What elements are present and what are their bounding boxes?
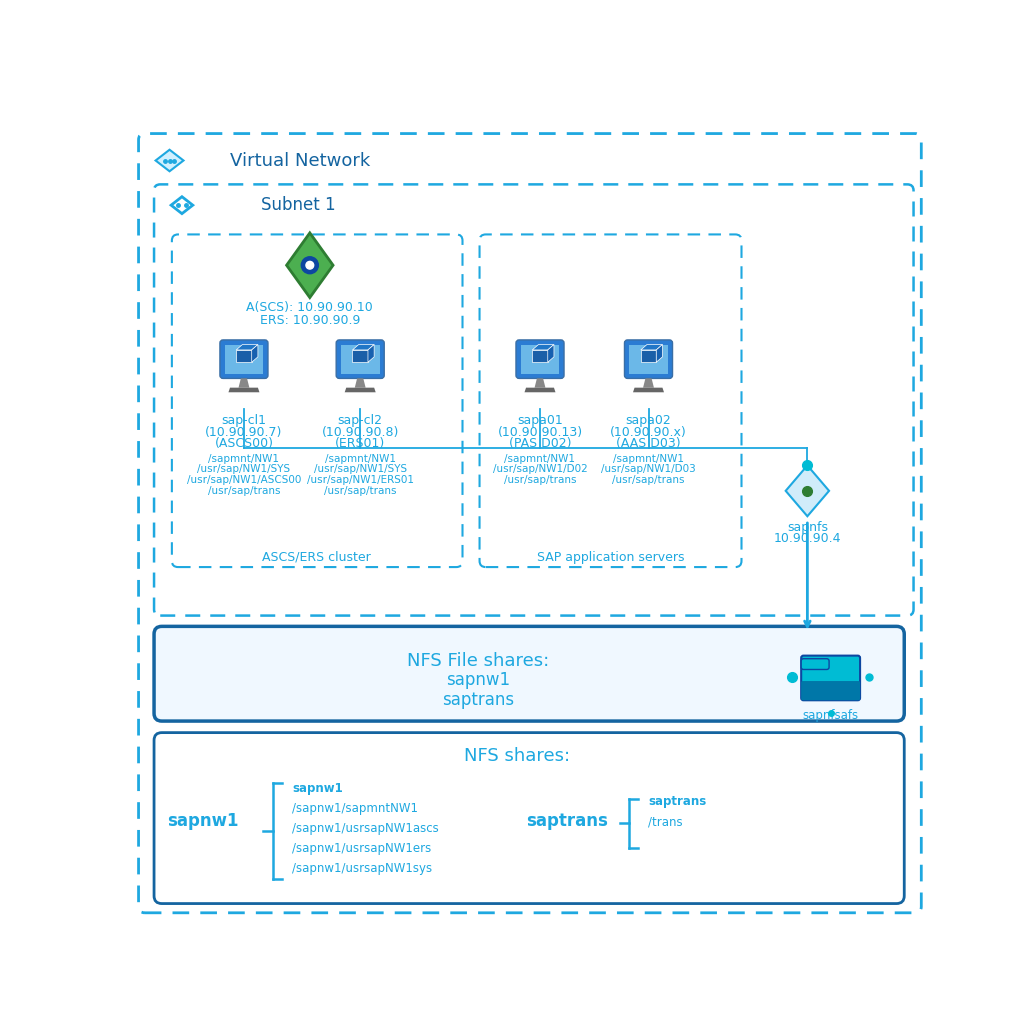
Polygon shape [353,345,374,350]
Text: Virtual Network: Virtual Network [230,151,370,170]
Text: sapnfsafs: sapnfsafs [802,710,858,722]
FancyBboxPatch shape [224,345,264,374]
Polygon shape [633,387,664,393]
Text: /sapmnt/NW1: /sapmnt/NW1 [209,454,279,463]
Text: sapnw1: sapnw1 [168,812,239,830]
Polygon shape [344,387,375,393]
FancyBboxPatch shape [154,627,905,721]
Text: (AAS D03): (AAS D03) [616,437,680,451]
Polygon shape [251,345,257,363]
FancyBboxPatch shape [220,340,268,378]
Text: /trans: /trans [648,815,683,829]
Text: (10.90.90.x): (10.90.90.x) [610,426,687,439]
Text: Subnet 1: Subnet 1 [261,196,336,214]
Circle shape [301,257,318,274]
Polygon shape [286,233,333,297]
Polygon shape [641,350,657,363]
Text: /usr/sap/NW1/ERS01: /usr/sap/NW1/ERS01 [307,476,414,485]
Polygon shape [786,465,829,516]
Text: SAP application servers: SAP application servers [537,550,685,564]
Text: sapnw1: sapnw1 [292,781,342,795]
Circle shape [306,261,313,269]
FancyBboxPatch shape [801,681,860,700]
Polygon shape [355,378,366,387]
Text: sap-cl1: sap-cl1 [221,414,267,427]
Text: NFS File shares:: NFS File shares: [406,652,549,670]
Polygon shape [353,350,368,363]
Polygon shape [155,150,183,171]
Text: (10.90.90.7): (10.90.90.7) [206,426,282,439]
Text: /sapnw1/usrsapNW1ascs: /sapnw1/usrsapNW1ascs [292,822,438,835]
Text: /sapmnt/NW1: /sapmnt/NW1 [325,454,396,463]
Text: saptrans: saptrans [442,691,514,709]
Polygon shape [548,345,554,363]
FancyBboxPatch shape [521,345,559,374]
Text: /usr/sap/trans: /usr/sap/trans [324,486,396,496]
Polygon shape [641,345,663,350]
Text: (10.90.90.8): (10.90.90.8) [322,426,399,439]
Text: /sapnw1/usrsapNW1sys: /sapnw1/usrsapNW1sys [292,862,432,874]
FancyBboxPatch shape [154,732,905,903]
Text: ASCS/ERS cluster: ASCS/ERS cluster [263,550,371,564]
Polygon shape [643,378,653,387]
Text: /usr/sap/trans: /usr/sap/trans [208,486,280,496]
FancyBboxPatch shape [801,659,829,669]
Polygon shape [229,387,260,393]
Text: sapa02: sapa02 [626,414,671,427]
Polygon shape [368,345,374,363]
Polygon shape [236,350,251,363]
Text: sap-cl2: sap-cl2 [338,414,383,427]
Polygon shape [535,378,545,387]
FancyBboxPatch shape [629,345,668,374]
FancyBboxPatch shape [625,340,672,378]
Text: /usr/sap/NW1/D03: /usr/sap/NW1/D03 [601,464,696,474]
Text: /usr/sap/NW1/ASCS00: /usr/sap/NW1/ASCS00 [187,476,301,485]
Text: ERS: 10.90.90.9: ERS: 10.90.90.9 [260,314,360,327]
Text: sapnw1: sapnw1 [446,671,510,689]
FancyBboxPatch shape [516,340,564,378]
FancyBboxPatch shape [341,345,379,374]
Polygon shape [533,350,548,363]
Text: /sapmnt/NW1: /sapmnt/NW1 [505,454,576,463]
Text: 10.90.90.4: 10.90.90.4 [773,533,841,545]
Text: NFS shares:: NFS shares: [463,747,570,765]
Text: /usr/sap/trans: /usr/sap/trans [612,476,685,485]
Text: /usr/sap/NW1/SYS: /usr/sap/NW1/SYS [313,464,406,474]
Text: (ASCS00): (ASCS00) [214,437,273,451]
Text: /sapmnt/NW1: /sapmnt/NW1 [613,454,685,463]
Text: (PAS D02): (PAS D02) [509,437,571,451]
Text: A(SCS): 10.90.90.10: A(SCS): 10.90.90.10 [246,301,373,314]
Text: saptrans: saptrans [526,812,608,830]
FancyBboxPatch shape [336,340,385,378]
Text: /usr/sap/NW1/D02: /usr/sap/NW1/D02 [492,464,587,474]
Text: (ERS01): (ERS01) [335,437,386,451]
Polygon shape [236,345,257,350]
Text: (10.90.90.13): (10.90.90.13) [497,426,582,439]
Polygon shape [533,345,554,350]
Text: /sapnw1/usrsapNW1ers: /sapnw1/usrsapNW1ers [292,841,431,855]
Text: saptrans: saptrans [648,796,707,808]
Text: /usr/sap/NW1/SYS: /usr/sap/NW1/SYS [197,464,291,474]
Polygon shape [239,378,249,387]
Text: sapnfs: sapnfs [787,520,828,534]
Text: /usr/sap/trans: /usr/sap/trans [504,476,576,485]
Text: sapa01: sapa01 [517,414,562,427]
Polygon shape [524,387,555,393]
Text: /sapnw1/sapmntNW1: /sapnw1/sapmntNW1 [292,802,418,814]
FancyBboxPatch shape [801,656,860,700]
Polygon shape [657,345,663,363]
